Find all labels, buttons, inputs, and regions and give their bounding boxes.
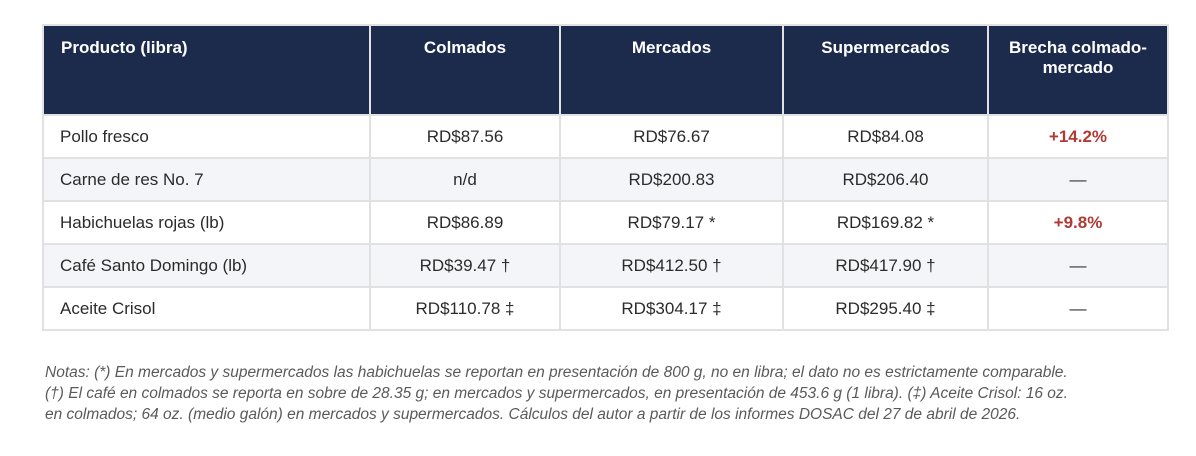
cell-mercados: RD$79.17 * [559,200,784,245]
cell-colmados: RD$87.56 [369,114,561,159]
header-product: Producto (libra) [42,24,371,116]
cell-product: Pollo fresco [42,114,371,159]
cell-product: Aceite Crisol [42,286,371,331]
cell-product: Café Santo Domingo (lb) [42,243,371,288]
cell-colmados: n/d [369,157,561,202]
cell-colmados: RD$110.78 ‡ [369,286,561,331]
cell-gap: +9.8% [987,200,1169,245]
cell-supermercados: RD$84.08 [782,114,989,159]
cell-supermercados: RD$417.90 † [782,243,989,288]
table-row: Aceite Crisol RD$110.78 ‡ RD$304.17 ‡ RD… [42,286,1169,331]
header-colmados: Colmados [369,24,561,116]
cell-colmados: RD$86.89 [369,200,561,245]
header-mercados: Mercados [559,24,784,116]
cell-supermercados: RD$206.40 [782,157,989,202]
table-notes: Notas: (*) En mercados y supermercados l… [45,363,1068,423]
table-row: Carne de res No. 7 n/d RD$200.83 RD$206.… [42,157,1169,202]
cell-colmados: RD$39.47 † [369,243,561,288]
cell-supermercados: RD$169.82 * [782,200,989,245]
table-row: Pollo fresco RD$87.56 RD$76.67 RD$84.08 … [42,114,1169,159]
cell-product: Habichuelas rojas (lb) [42,200,371,245]
table-row: Habichuelas rojas (lb) RD$86.89 RD$79.17… [42,200,1169,245]
cell-gap: — [987,243,1169,288]
cell-product: Carne de res No. 7 [42,157,371,202]
cell-mercados: RD$200.83 [559,157,784,202]
header-supermercados: Supermercados [782,24,989,116]
cell-mercados: RD$412.50 † [559,243,784,288]
price-comparison-table: Producto (libra) Colmados Mercados Super… [42,24,1169,331]
cell-gap: — [987,157,1169,202]
cell-gap: +14.2% [987,114,1169,159]
table-row: Café Santo Domingo (lb) RD$39.47 † RD$41… [42,243,1169,288]
table-header-row: Producto (libra) Colmados Mercados Super… [42,24,1169,116]
cell-mercados: RD$304.17 ‡ [559,286,784,331]
header-gap: Brecha colmado-mercado [987,24,1169,116]
cell-gap: — [987,286,1169,331]
cell-supermercados: RD$295.40 ‡ [782,286,989,331]
cell-mercados: RD$76.67 [559,114,784,159]
